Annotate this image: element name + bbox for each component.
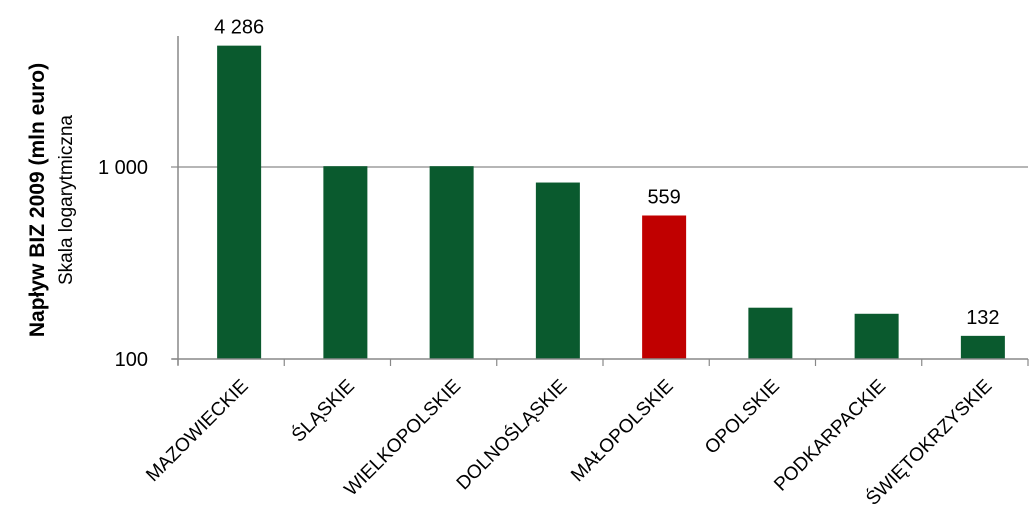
category-label: DOLNOŚLĄSKIE — [452, 375, 571, 494]
bar — [429, 166, 474, 359]
y-tick-labels: 100 1 000 — [98, 157, 178, 371]
category-label: ŚLĄSKIE — [287, 375, 359, 447]
category-label: MAŁOPOLSKIE — [567, 376, 677, 486]
bar — [642, 215, 687, 359]
category-label: OPOLSKIE — [701, 376, 784, 459]
bar — [217, 45, 262, 359]
data-label: 132 — [966, 307, 999, 329]
bar — [323, 166, 368, 359]
bar — [854, 313, 899, 359]
y-tick-label: 1 000 — [98, 157, 148, 179]
y-axis-title: Napływ BIZ 2009 (mln euro) — [26, 63, 49, 337]
y-axis-subtitle: Skala logarytmiczna — [56, 115, 77, 285]
y-tick-label: 100 — [115, 349, 148, 371]
axes — [172, 36, 1028, 365]
category-label: MAZOWIECKIE — [142, 376, 252, 486]
bar — [535, 182, 580, 359]
bar — [748, 307, 793, 359]
data-labels: 4 286 559 132 — [214, 17, 999, 329]
category-label: PODKARPACKIE — [770, 376, 890, 496]
category-label: WIELKOPOLSKIE — [341, 376, 466, 501]
data-label: 559 — [647, 186, 680, 208]
category-labels: MAZOWIECKIE ŚLĄSKIEWIELKOPOLSKIEDOLNOŚLĄS… — [142, 375, 996, 510]
x-tick-marks — [177, 359, 1029, 366]
data-label: 4 286 — [214, 17, 264, 39]
bars — [217, 45, 1005, 359]
bar — [960, 335, 1005, 359]
